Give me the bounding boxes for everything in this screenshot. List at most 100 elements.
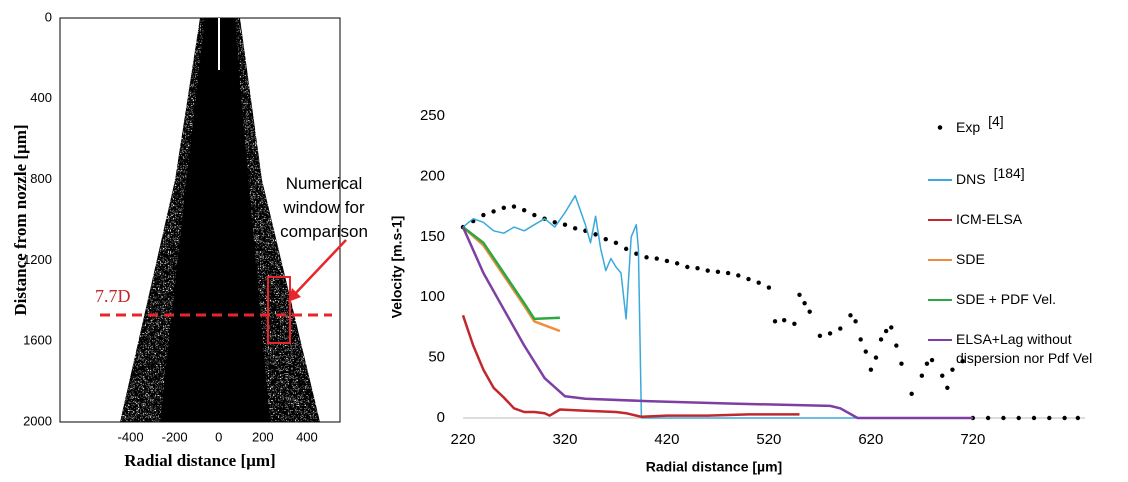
legend-label: ELSA+Lag without dispersion nor Pdf Vel: [956, 330, 1121, 368]
data-point: [868, 367, 874, 372]
x-tick-label: 720: [960, 431, 985, 448]
data-point: [664, 258, 670, 264]
data-point: [853, 319, 858, 324]
legend-text: ELSA+Lag without dispersion nor Pdf Vel: [956, 331, 1093, 366]
legend-swatch: [928, 125, 952, 130]
data-point: [781, 317, 787, 323]
data-point: [838, 326, 843, 331]
data-point: [1001, 415, 1006, 421]
y-tick-label: 1200: [23, 252, 52, 267]
y-tick-label: 50: [428, 349, 445, 366]
series-line: [461, 314, 800, 419]
legend-entry: ELSA+Lag without dispersion nor Pdf Vel: [928, 330, 1128, 368]
data-point: [685, 264, 690, 270]
legend-label: SDE + PDF Vel.: [956, 290, 1121, 309]
y-tick-label: 150: [420, 228, 445, 245]
y-tick-label: 0: [437, 409, 445, 426]
legend-entry: DNS [184]: [928, 165, 1128, 189]
data-point: [827, 331, 833, 336]
legend-label: DNS [184]: [956, 165, 1121, 189]
legend-label: ICM-ELSA: [956, 210, 1121, 229]
series-line: [462, 226, 561, 333]
y-tick-label: 2000: [23, 413, 52, 428]
data-point: [552, 220, 557, 225]
legend-label: SDE: [956, 250, 1121, 269]
data-point: [797, 292, 802, 297]
data-point: [878, 337, 884, 342]
reference: [4]: [988, 113, 1004, 129]
legend-text: ICM-ELSA: [956, 211, 1023, 227]
data-point: [572, 226, 578, 231]
data-point: [756, 280, 761, 285]
data-point: [1016, 415, 1021, 421]
annotation: 7.7D: [95, 286, 131, 306]
legend-text: SDE + PDF Vel.: [956, 291, 1056, 307]
y-axis-label: Distance from nozzle [µm]: [11, 124, 30, 315]
legend-swatch: [928, 179, 952, 181]
data-point: [940, 373, 945, 378]
data-point: [766, 285, 772, 290]
data-point: [894, 343, 899, 348]
data-point: [863, 349, 868, 354]
data-point: [613, 240, 619, 246]
legend-entry: SDE: [928, 250, 1128, 269]
series-line: [462, 194, 973, 419]
legend-text: SDE: [956, 251, 985, 267]
legend-entry: Exp [4]: [928, 113, 1128, 137]
data-point: [858, 337, 863, 342]
legend-entry: ICM-ELSA: [928, 210, 1128, 229]
data-point: [1062, 415, 1067, 421]
annotation: Numerical window for comparison: [280, 174, 368, 241]
data-point: [654, 256, 659, 261]
x-tick-label: 520: [756, 431, 781, 448]
x-tick-label: 320: [552, 431, 577, 448]
x-tick-label: 0: [215, 429, 222, 444]
data-point: [746, 276, 751, 282]
data-point: [807, 309, 812, 314]
y-tick-label: 400: [30, 90, 52, 105]
data-point: [644, 255, 649, 260]
reference: [184]: [993, 165, 1025, 181]
data-point: [715, 269, 721, 275]
spray-core: [160, 18, 270, 422]
series-line: [462, 226, 560, 321]
legend-text: Exp: [956, 119, 981, 135]
data-point: [491, 209, 496, 214]
data-point: [817, 333, 823, 339]
data-point: [899, 361, 904, 366]
x-tick-label: 420: [654, 431, 679, 448]
data-point: [950, 367, 955, 372]
data-point: [603, 237, 608, 242]
data-point: [725, 270, 731, 276]
y-tick-label: 250: [420, 107, 445, 124]
data-point: [889, 325, 894, 330]
x-axis-label: Radial distance [µm]: [646, 459, 782, 475]
data-point: [929, 357, 935, 363]
x-tick-label: 400: [296, 429, 318, 444]
data-point: [623, 246, 629, 252]
legend-label: Exp [4]: [956, 113, 1121, 137]
data-point: [501, 205, 506, 211]
data-point: [1075, 415, 1081, 421]
data-point: [1047, 415, 1052, 421]
series-line: [461, 226, 973, 420]
data-point: [945, 385, 950, 390]
x-tick-label: 200: [252, 429, 274, 444]
data-point: [919, 373, 925, 378]
y-tick-label: 800: [30, 171, 52, 186]
x-axis-label: Radial distance [µm]: [124, 451, 275, 470]
data-point: [792, 321, 797, 326]
data-point: [772, 319, 778, 324]
data-point: [532, 212, 537, 218]
legend-swatch: [928, 219, 952, 221]
y-tick-label: 1600: [23, 333, 52, 348]
legend-swatch: [928, 299, 952, 301]
x-tick-label: -200: [162, 429, 188, 444]
legend-entry: SDE + PDF Vel.: [928, 290, 1128, 309]
data-point: [848, 313, 853, 318]
y-axis-label: Velocity [m.s-1]: [389, 216, 405, 319]
data-point: [695, 266, 700, 271]
data-point: [521, 208, 527, 213]
data-point: [511, 204, 517, 209]
